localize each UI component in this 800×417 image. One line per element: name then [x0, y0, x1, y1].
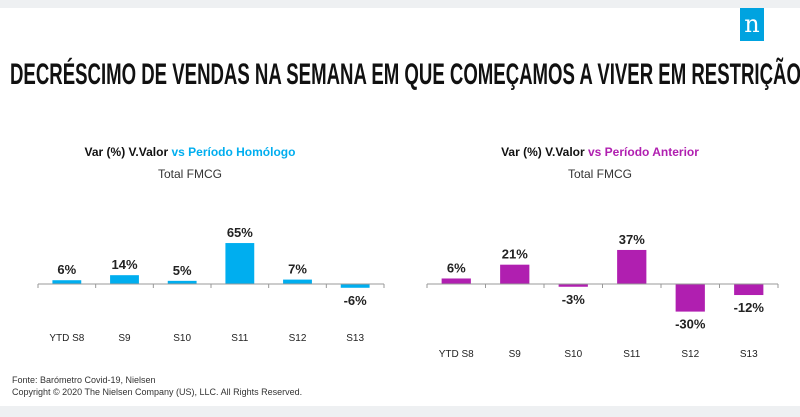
chart-1-value-label: -6%: [344, 293, 368, 308]
chart-2-bar: [675, 284, 705, 312]
chart-2-value-label: -3%: [562, 292, 586, 307]
chart-1-title-highlight: vs Período Homólogo: [171, 145, 296, 159]
footer: Fonte: Barómetro Covid-19, Nielsen Copyr…: [12, 374, 302, 398]
chart-1-value-label: 6%: [57, 262, 76, 277]
chart-2-title-highlight: vs Período Anterior: [588, 145, 699, 159]
chart-1-value-label: 65%: [227, 225, 253, 240]
slide-title: DECRÉSCIMO DE VENDAS NA SEMANA EM QUE CO…: [10, 58, 800, 91]
chart-2-value-label: 21%: [502, 247, 528, 262]
chart-1-bar: [283, 279, 312, 284]
copyright-note: Copyright © 2020 The Nielsen Company (US…: [12, 387, 303, 397]
chart-2-title: Var (%) V.Valor vs Período Anterior: [420, 145, 780, 159]
chart-2-value-label: -30%: [675, 317, 706, 332]
chart-1-title: Var (%) V.Valor vs Período Homólogo: [10, 145, 370, 159]
chart-1-value-label: 7%: [288, 262, 307, 277]
chart-2-title-prefix: Var (%) V.Valor: [501, 145, 588, 159]
chart-2-value-label: 6%: [447, 260, 466, 275]
chart-2-bar: [558, 284, 588, 287]
nielsen-logo: n: [740, 8, 764, 41]
chart-1-value-label: 5%: [173, 263, 192, 278]
chart-1-bar: [340, 284, 370, 288]
chart-1-subtitle: Total FMCG: [157, 167, 222, 181]
chart-1-title-prefix: Var (%) V.Valor: [84, 145, 172, 159]
chart-1-category-label: S12: [289, 333, 307, 344]
chart-2-bar: [617, 249, 647, 284]
chart-1-category-label: S13: [346, 333, 364, 344]
chart-2-bar: [734, 284, 764, 296]
chart-2-subtitle: Total FMCG: [567, 167, 632, 181]
chart-2-value-label: -12%: [734, 300, 765, 315]
chart-2-bar: [500, 264, 530, 284]
chart-2-bar: [441, 278, 471, 284]
chart-1-category-label: S10: [173, 333, 191, 344]
chart-1-category-label: YTD S8: [49, 333, 84, 344]
chart-2-category-label: S10: [564, 349, 582, 360]
chart-1-bar: [52, 280, 82, 284]
source-note: Fonte: Barómetro Covid-19, Nielsen: [12, 375, 156, 385]
chart-2-category-label: S12: [681, 349, 699, 360]
chart-2-category-label: S9: [509, 349, 522, 360]
chart-2-category-label: S13: [740, 349, 758, 360]
chart-2-category-label: S11: [623, 349, 640, 360]
chart-2-value-label: 37%: [619, 232, 645, 247]
chart-1-bar: [167, 280, 197, 284]
chart-1-category-label: S11: [231, 333, 248, 344]
bottom-bar: [0, 406, 800, 417]
chart-2-category-label: YTD S8: [439, 349, 474, 360]
chart-1-bar: [225, 243, 255, 284]
top-bar: [0, 0, 800, 8]
chart-1-value-label: 14%: [111, 257, 137, 272]
chart-1-bar: [110, 275, 139, 284]
chart-1-category-label: S9: [118, 333, 131, 344]
